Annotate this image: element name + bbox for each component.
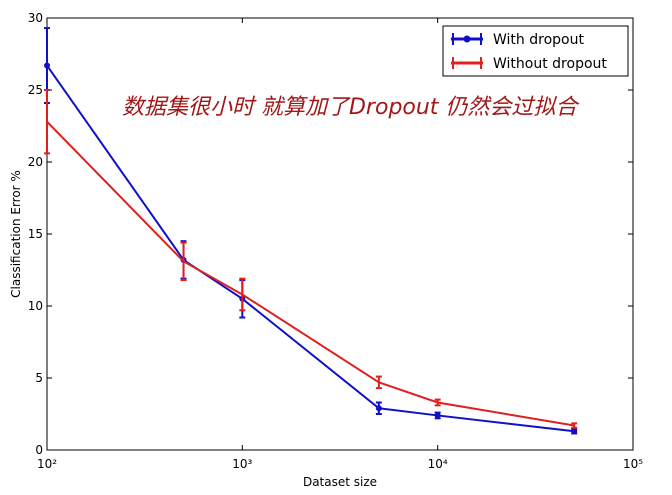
error-bar bbox=[571, 422, 578, 429]
x-tick-label: 10³ bbox=[232, 457, 252, 471]
marker bbox=[375, 405, 382, 412]
series-line bbox=[46, 120, 575, 427]
y-tick-label: 30 bbox=[28, 11, 43, 25]
y-tick-label: 15 bbox=[28, 227, 43, 241]
error-bar bbox=[180, 241, 187, 282]
legend-label: Without dropout bbox=[493, 56, 607, 72]
y-tick-label: 25 bbox=[28, 83, 43, 97]
marker bbox=[434, 412, 441, 419]
y-tick-label: 20 bbox=[28, 155, 43, 169]
legend-swatch bbox=[463, 35, 471, 43]
series-line bbox=[46, 64, 575, 433]
legend-label: With dropout bbox=[493, 32, 584, 48]
y-axis-label: Classification Error % bbox=[9, 170, 23, 298]
marker bbox=[571, 428, 578, 435]
error-bar bbox=[44, 89, 50, 155]
marker bbox=[44, 62, 50, 69]
y-tick-label: 5 bbox=[35, 371, 43, 385]
x-tick-label: 10⁴ bbox=[428, 457, 448, 471]
error-bar bbox=[434, 398, 441, 407]
annotation: 数据集很小时 就算加了Dropout 仍然会过拟合 bbox=[122, 95, 580, 120]
error-bar bbox=[375, 375, 382, 390]
x-tick-label: 10² bbox=[37, 457, 57, 471]
error-bar bbox=[239, 277, 246, 312]
x-tick-label: 10⁵ bbox=[623, 457, 643, 471]
y-tick-label: 0 bbox=[35, 443, 43, 457]
x-axis-label: Dataset size bbox=[303, 475, 377, 489]
legend-box bbox=[442, 25, 629, 77]
plot-frame bbox=[46, 17, 634, 451]
y-tick-label: 10 bbox=[28, 299, 43, 313]
